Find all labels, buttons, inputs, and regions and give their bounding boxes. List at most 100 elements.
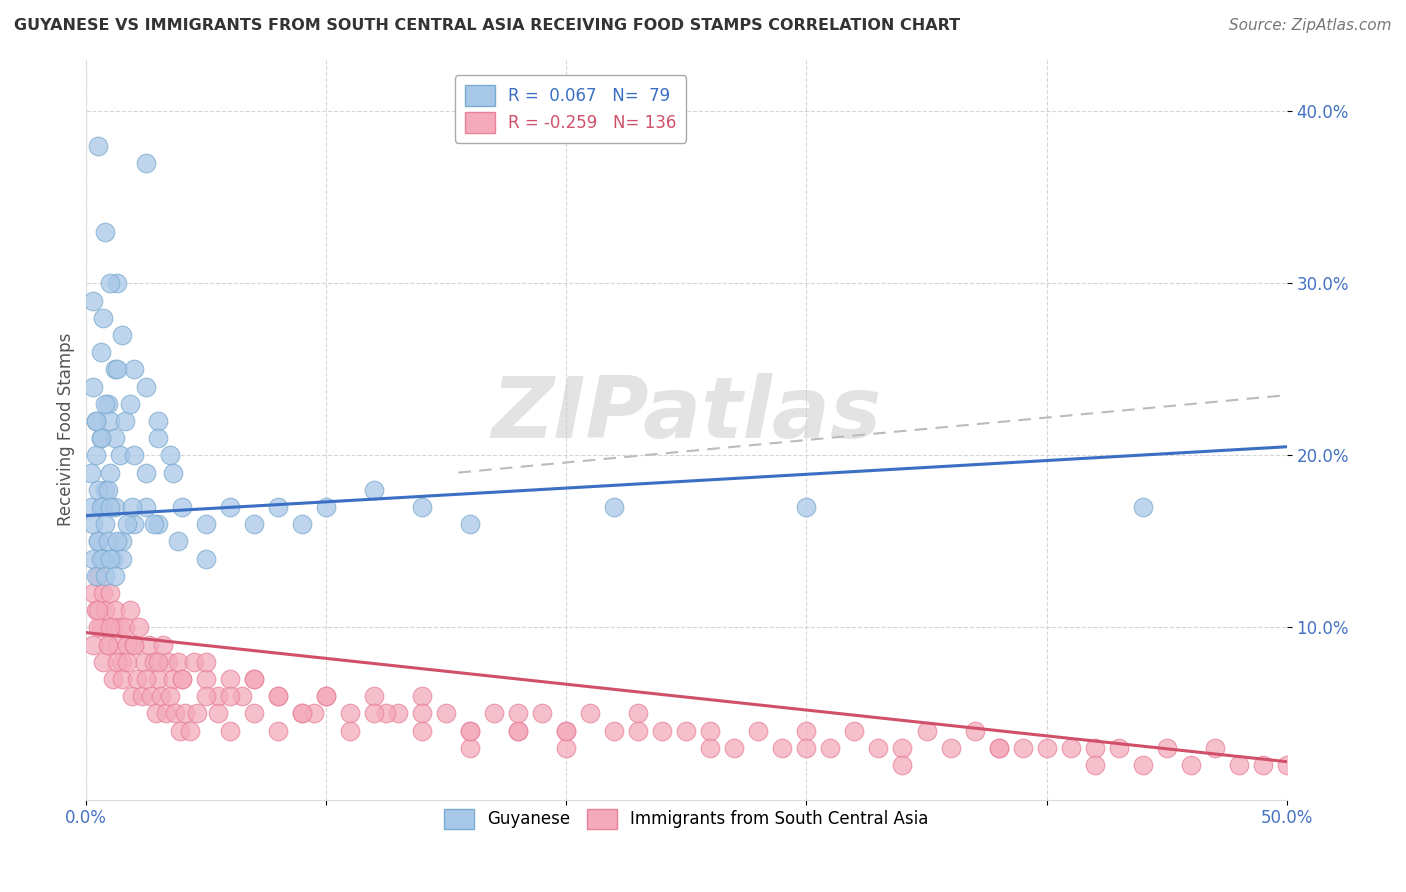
Point — [267, 690, 290, 704]
Point — [243, 672, 266, 686]
Point — [820, 740, 842, 755]
Point — [363, 690, 385, 704]
Point — [508, 706, 530, 721]
Point — [460, 740, 482, 755]
Point — [114, 620, 136, 634]
Point — [411, 723, 433, 738]
Point — [796, 740, 818, 755]
Point — [107, 362, 129, 376]
Point — [118, 603, 141, 617]
Point — [243, 672, 266, 686]
Point — [1011, 740, 1033, 755]
Point — [148, 672, 170, 686]
Point — [87, 620, 110, 634]
Point — [1108, 740, 1130, 755]
Point — [411, 706, 433, 721]
Point — [128, 620, 150, 634]
Point — [149, 690, 172, 704]
Point — [107, 534, 129, 549]
Point — [111, 551, 134, 566]
Point — [411, 500, 433, 514]
Point — [1204, 740, 1226, 755]
Point — [772, 740, 794, 755]
Point — [90, 431, 112, 445]
Point — [155, 706, 177, 721]
Point — [91, 310, 114, 325]
Point — [104, 362, 127, 376]
Point — [162, 466, 184, 480]
Point — [148, 431, 170, 445]
Point — [97, 638, 120, 652]
Point — [82, 293, 104, 308]
Point — [460, 723, 482, 738]
Point — [94, 569, 117, 583]
Point — [131, 690, 153, 704]
Point — [219, 500, 242, 514]
Point — [172, 672, 194, 686]
Point — [121, 690, 143, 704]
Point — [135, 379, 157, 393]
Point — [87, 569, 110, 583]
Point — [111, 672, 134, 686]
Point — [148, 655, 170, 669]
Point — [231, 690, 253, 704]
Point — [723, 740, 745, 755]
Point — [939, 740, 962, 755]
Point — [411, 690, 433, 704]
Point — [699, 740, 721, 755]
Point — [125, 672, 148, 686]
Point — [291, 706, 314, 721]
Point — [315, 690, 337, 704]
Point — [159, 449, 181, 463]
Point — [115, 517, 138, 532]
Point — [98, 414, 121, 428]
Point — [111, 534, 134, 549]
Point — [291, 706, 314, 721]
Point — [891, 740, 914, 755]
Point — [579, 706, 602, 721]
Point — [87, 483, 110, 497]
Point — [124, 449, 146, 463]
Point — [98, 551, 121, 566]
Point — [304, 706, 326, 721]
Point — [169, 723, 191, 738]
Point — [139, 690, 162, 704]
Point — [104, 500, 127, 514]
Point — [138, 638, 160, 652]
Point — [1227, 758, 1250, 772]
Point — [173, 706, 195, 721]
Point — [627, 706, 650, 721]
Point — [156, 655, 179, 669]
Point — [97, 638, 120, 652]
Point — [555, 723, 578, 738]
Point — [195, 690, 218, 704]
Point — [339, 723, 361, 738]
Point — [531, 706, 554, 721]
Point — [90, 551, 112, 566]
Point — [460, 723, 482, 738]
Point — [796, 723, 818, 738]
Point — [80, 500, 103, 514]
Point — [118, 397, 141, 411]
Point — [90, 620, 112, 634]
Point — [387, 706, 409, 721]
Point — [315, 500, 337, 514]
Point — [104, 431, 127, 445]
Point — [98, 500, 121, 514]
Point — [1180, 758, 1202, 772]
Point — [207, 706, 229, 721]
Point — [114, 414, 136, 428]
Point — [195, 551, 218, 566]
Point — [94, 397, 117, 411]
Point — [915, 723, 938, 738]
Point — [90, 431, 112, 445]
Point — [135, 466, 157, 480]
Point — [603, 500, 626, 514]
Point — [1035, 740, 1057, 755]
Point — [91, 500, 114, 514]
Point — [97, 534, 120, 549]
Point — [195, 517, 218, 532]
Point — [1132, 758, 1154, 772]
Point — [555, 740, 578, 755]
Point — [172, 672, 194, 686]
